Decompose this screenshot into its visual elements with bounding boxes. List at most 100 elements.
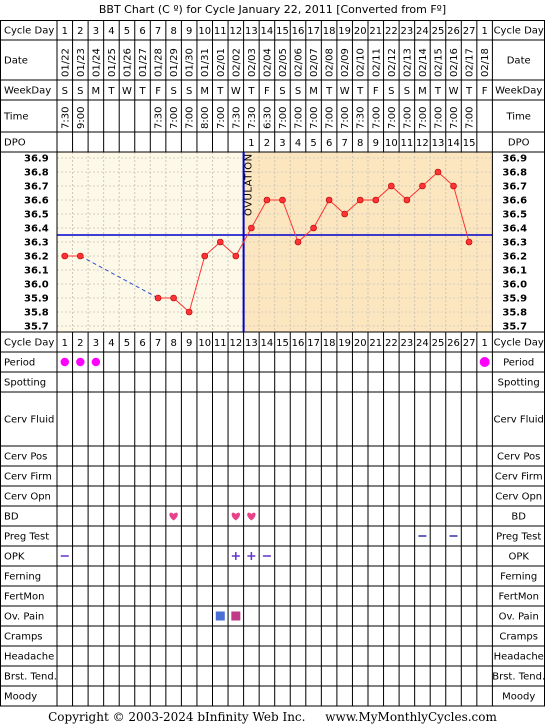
cycle-day-number: 13 [245,26,258,37]
heart-icon [169,512,178,521]
row-label-left-date: Date [4,56,28,67]
weekday-label: S [186,86,192,97]
time-label: 7:00 [387,107,398,129]
cycle-day-number: 16 [292,26,305,37]
weekday-label: S [77,86,83,97]
date-label: 02/13 [402,48,413,77]
cycle-day-number: 4 [108,338,114,349]
temp-line-segment [173,297,190,313]
temp-line-segment [313,199,330,229]
date-label: 01/28 [154,48,165,77]
row-label-right-ferning: Ferning [500,572,537,583]
cycle-day-number: 12 [229,338,242,349]
temp-axis-label-right: 35.9 [502,294,527,305]
period-dot [479,357,490,367]
date-label: 02/15 [433,48,444,77]
weekday-label: T [434,86,442,97]
row-label-left-cycle-day: Cycle Day [4,26,54,37]
date-label: 01/31 [200,48,211,77]
temp-line-segment [422,171,439,187]
time-label: 7:00 [340,107,351,129]
row-label-left-fertmon: FertMon [4,592,44,603]
row-label-right-weekday: WeekDay [495,86,542,97]
row-label-right-fertmon: FertMon [498,592,538,603]
date-label: 02/01 [216,48,227,77]
temp-point [248,224,255,232]
cycle-day-number: 7 [155,26,161,37]
cycle-day-number: 8 [170,338,176,349]
row-label-right-preg-test: Preg Test [496,532,541,543]
time-label: 7:30 [356,107,367,129]
temp-point [450,182,457,190]
dpo-number: 8 [357,138,363,149]
cycle-day-number: 18 [323,338,336,349]
cycle-day-number: 11 [214,26,227,37]
row-label-right-cerv-opn: Cerv Opn [495,492,542,503]
cycle-day-number: 11 [214,338,227,349]
ov-pain-mark [231,611,241,621]
temp-axis-label-right: 36.8 [502,168,527,179]
temp-axis-label-right: 36.6 [502,196,527,207]
cycle-day-number: 16 [292,338,305,349]
temp-line-segment [250,199,268,229]
row-label-right-cerv-pos: Cerv Pos [497,452,540,463]
cycle-day-number: 20 [354,26,367,37]
temp-point [154,294,162,302]
temp-line-segment [406,185,423,201]
temp-line-segment [437,171,454,187]
row-label-left-spotting: Spotting [4,378,46,389]
time-label: 7:00 [371,107,382,129]
date-label: 02/05 [278,48,289,77]
time-label: 7:00 [309,107,320,129]
weekday-label: T [465,86,473,97]
cycle-day-number: 21 [369,26,382,37]
weekday-label: W [122,86,132,97]
temp-line-segment [297,227,314,243]
cycle-day-number: 8 [170,26,176,37]
temp-axis-label-left: 36.0 [24,280,49,291]
cycle-day-number: 12 [229,26,242,37]
dpo-number: 13 [432,138,445,149]
cycle-day-number: 5 [124,26,130,37]
dpo-number: 6 [326,138,332,149]
row-label-left-moody: Moody [4,692,37,703]
weekday-label: M [200,86,209,97]
chart-text: Cycle Day Cycle Day Date Date WeekDay WeekDay… [3,26,545,703]
heart-icon [247,512,256,521]
temp-point [419,182,426,190]
date-label: 02/07 [309,48,320,77]
date-label: 02/09 [340,48,351,77]
chart-marks: OVULATION [57,152,493,621]
time-label: 7:00 [433,107,444,129]
date-label: 02/14 [418,48,429,77]
date-label: 01/23 [76,48,87,77]
weekday-label: W [231,86,241,97]
date-label: 02/11 [371,48,382,77]
site-link[interactable]: www.MyMonthlyCycles.com [325,710,497,724]
weekday-label: T [107,86,115,97]
temp-axis-label-left: 36.7 [24,182,49,193]
temp-point [232,252,240,260]
period-dot [91,357,101,367]
temp-line-segment [282,199,299,243]
date-label: 01/27 [138,48,149,77]
time-label: 7:00 [185,107,196,129]
cycle-day-number: 2 [77,26,83,37]
cycle-day-number: 27 [463,338,476,349]
dpo-number: 15 [463,138,476,149]
chart-title: BBT Chart (C º) for Cycle January 22, 20… [98,3,447,16]
row-label-left-period: Period [4,358,35,369]
temp-axis-label-left: 36.4 [24,224,49,235]
row-label-right-opk: OPK [508,552,529,563]
chart-frame [56,151,493,333]
time-label: 8:00 [200,107,211,129]
cycle-day-number: 25 [432,26,445,37]
row-label-left-dpo: DPO [4,138,26,149]
dpo-number: 10 [385,138,398,149]
temp-point [372,196,380,204]
dpo-number: 3 [279,138,285,149]
weekday-label: T [325,86,333,97]
cycle-day-number: 10 [198,26,211,37]
time-label: 7:00 [325,107,336,129]
temp-point [310,224,317,232]
